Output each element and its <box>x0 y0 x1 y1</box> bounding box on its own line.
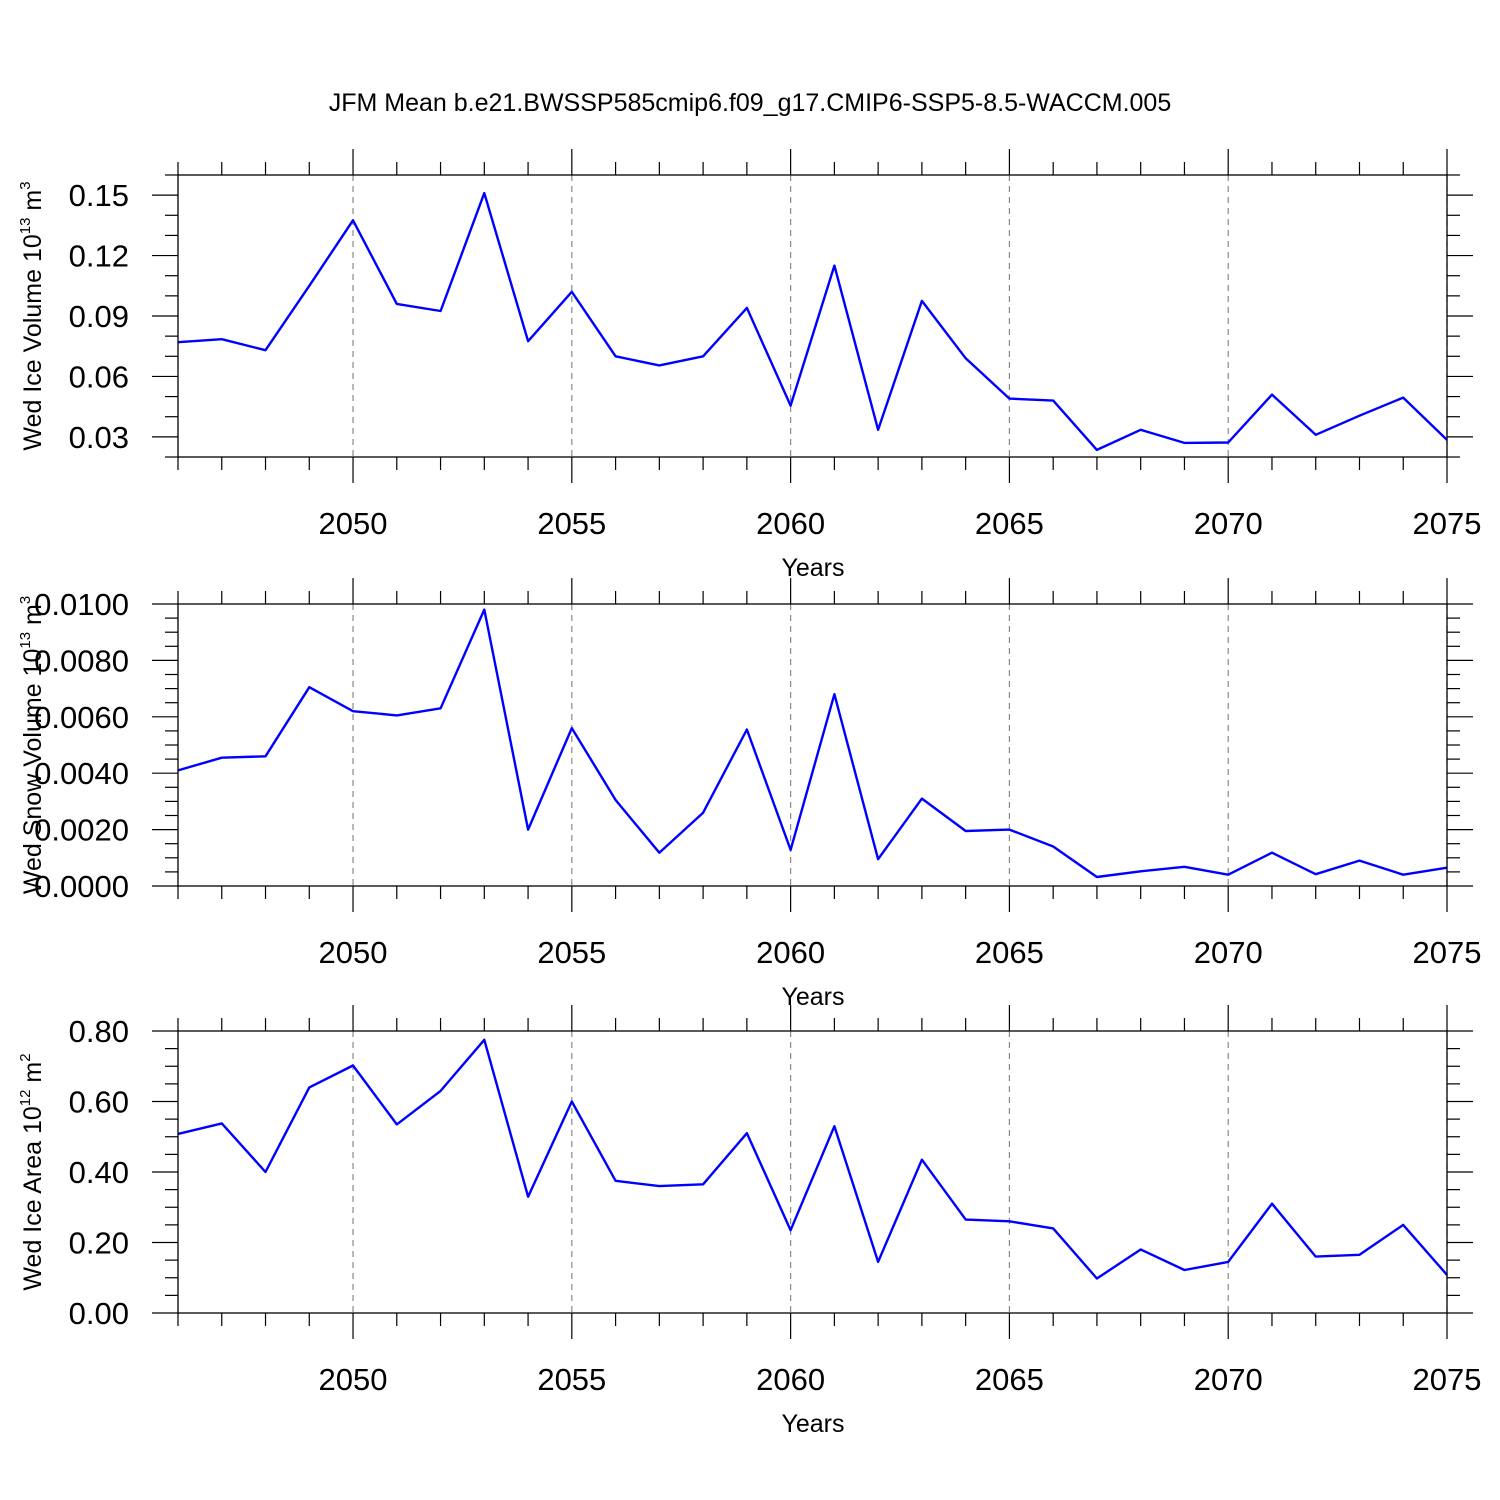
x-tick-label-2070: 2070 <box>1194 935 1263 970</box>
x-tick-label-2075: 2075 <box>1413 935 1482 970</box>
plot-frame <box>177 174 1448 458</box>
y-axis-label: Wed Ice Area 1012 m2 <box>17 1053 47 1290</box>
y-tick-label: 0.0080 <box>34 643 129 678</box>
x-tick-label-2060: 2060 <box>756 506 825 541</box>
y-axis-label-exponent: 12 <box>17 1090 34 1107</box>
panel-3: 0.00 0.20 0.40 0.60 0.80 2050 2055 2060 2065 2070… <box>17 1005 1481 1438</box>
y-tick-label: 0.0040 <box>34 756 129 791</box>
y-axis-label-text: Wed Ice Volume 10 <box>19 234 47 450</box>
panel-2: 0.0000 0.0020 0.0040 0.0060 0.0080 0.0100 2050… <box>17 578 1481 1011</box>
y-axis-label-text: Wed Snow Volume 10 <box>19 649 47 895</box>
y-axis-label-exponent: 13 <box>17 632 34 649</box>
data-series-line <box>177 608 1448 879</box>
x-axis-label: Years <box>781 554 844 582</box>
panels: 0.03 0.06 0.09 0.12 0.15 2050 2055 2060 2065 2070… <box>17 149 1481 1438</box>
x-tick-label-2075: 2075 <box>1413 1362 1482 1397</box>
panel-1: 0.03 0.06 0.09 0.12 0.15 2050 2055 2060 2065 2070… <box>17 149 1481 582</box>
plot-frame <box>177 1030 1448 1314</box>
y-axis-label-exponent: 13 <box>17 218 34 235</box>
data-series-line <box>177 191 1448 452</box>
y-tick-label: 0.12 <box>69 239 129 274</box>
x-tick-label-2065: 2065 <box>975 1362 1044 1397</box>
y-axis-label-unit: m <box>19 190 47 218</box>
x-tick-label-2065: 2065 <box>975 935 1044 970</box>
y-tick-label: 0.00 <box>69 1296 129 1331</box>
x-tick-label-2050: 2050 <box>319 935 388 970</box>
y-axis-label: Wed Snow Volume 1013 m3 <box>17 596 47 894</box>
x-tick-label-2050: 2050 <box>319 1362 388 1397</box>
x-tick-label-2050: 2050 <box>319 506 388 541</box>
y-tick-label: 0.0000 <box>34 869 129 904</box>
y-tick-label: 0.0060 <box>34 700 129 735</box>
y-axis-label-unit-exponent: 2 <box>17 1053 34 1061</box>
y-axis-label-unit-exponent: 3 <box>17 181 34 189</box>
x-tick-label-2055: 2055 <box>537 1362 606 1397</box>
y-tick-label: 0.09 <box>69 299 129 334</box>
main-title: JFM Mean b.e21.BWSSP585cmip6.f09_g17.CMI… <box>329 89 1171 117</box>
data-series-line <box>177 1038 1448 1280</box>
plot-frame <box>177 603 1448 887</box>
y-tick-label: 0.0100 <box>34 587 129 622</box>
y-axis-label: Wed Ice Volume 1013 m3 <box>17 181 47 450</box>
y-axis-label-unit: m <box>19 604 47 632</box>
x-tick-label-2075: 2075 <box>1413 506 1482 541</box>
y-axis-label-unit: m <box>19 1062 47 1090</box>
x-tick-label-2070: 2070 <box>1194 506 1263 541</box>
x-tick-label-2055: 2055 <box>537 506 606 541</box>
x-tick-label-2065: 2065 <box>975 506 1044 541</box>
x-tick-label-2070: 2070 <box>1194 1362 1263 1397</box>
y-tick-label: 0.0020 <box>34 813 129 848</box>
x-axis-label: Years <box>781 983 844 1011</box>
y-tick-label: 0.80 <box>69 1014 129 1049</box>
x-tick-label-2060: 2060 <box>756 935 825 970</box>
y-axis-label-unit-exponent: 3 <box>17 596 34 604</box>
y-tick-label: 0.40 <box>69 1155 129 1190</box>
y-tick-label: 0.15 <box>69 178 129 213</box>
y-tick-label: 0.03 <box>69 420 129 455</box>
y-tick-label: 0.06 <box>69 359 129 394</box>
y-axis-label-text: Wed Ice Area 10 <box>19 1106 47 1290</box>
y-tick-label: 0.60 <box>69 1085 129 1120</box>
y-tick-label: 0.20 <box>69 1226 129 1261</box>
x-tick-label-2055: 2055 <box>537 935 606 970</box>
x-axis-label: Years <box>781 1410 844 1438</box>
x-tick-label-2060: 2060 <box>756 1362 825 1397</box>
